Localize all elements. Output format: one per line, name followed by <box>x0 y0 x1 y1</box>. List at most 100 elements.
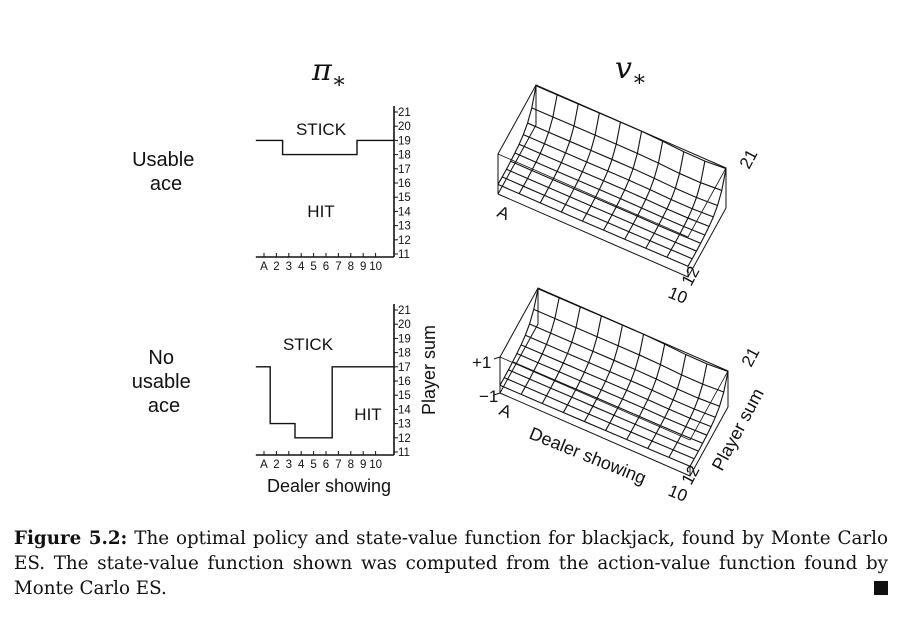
dealer-tick-label: A <box>260 459 268 471</box>
surface-grid-line <box>560 112 600 213</box>
dealer-tick-label: 5 <box>310 261 316 273</box>
dealer-tick-label: 4 <box>298 261 305 273</box>
surface-grid-line <box>531 107 722 191</box>
dealer-tick-label: 7 <box>335 459 341 471</box>
figure-5-2: π∗ v∗ Usable ace No usable ace STICK HIT… <box>132 51 768 506</box>
hit-label: HIT <box>354 405 381 424</box>
player-tick-label: 15 <box>398 390 411 402</box>
player-tick-label: 11 <box>398 249 410 261</box>
surface-grid-line <box>512 361 703 444</box>
player-tick-label: 20 <box>398 121 411 133</box>
surface-grid-line <box>504 377 695 460</box>
player-tick-label: 19 <box>398 333 411 345</box>
surface-grid-line <box>562 315 602 413</box>
player-tick-label: 21 <box>398 107 411 119</box>
end-of-figure-mark <box>874 581 888 595</box>
surface-grid-line <box>668 363 708 458</box>
surface-grid-line <box>529 323 720 407</box>
surface-grid-line <box>502 176 693 260</box>
surface-dealer-last-label: 10 <box>666 283 691 308</box>
dealer-tick-label: 6 <box>323 459 329 471</box>
surface-dealer-first-label: A <box>497 400 515 422</box>
surface-grid-line <box>514 152 706 236</box>
surface-grid-line <box>626 344 666 440</box>
surface-base-edge <box>497 193 727 278</box>
dealer-tick-label: 6 <box>323 261 329 273</box>
surface-player-last-label: 21 <box>738 344 764 370</box>
policy-title: π∗ <box>311 53 347 94</box>
surface-grid-line <box>647 354 687 449</box>
surface-player-last-label: 21 <box>736 146 762 172</box>
policy-boundary-line <box>255 139 394 156</box>
dealer-tick-label: 10 <box>369 459 382 471</box>
policy-panel-no-usable-ace: STICK HIT A 2 3 4 5 6 7 8 9 10 11 12 13 14 15 16 17 18 19 2… <box>255 304 411 471</box>
stick-label: STICK <box>296 120 347 139</box>
surface-grid-line <box>533 308 724 393</box>
surface-box-edge <box>499 288 539 394</box>
surface-z-top-label: +1 <box>472 353 491 372</box>
surface-grid-line <box>497 183 689 267</box>
player-tick-label: 21 <box>398 305 411 317</box>
surface-grid-line <box>527 122 718 207</box>
surface-grid-line <box>603 131 643 231</box>
surface-grid-line <box>541 306 581 404</box>
player-tick-label: 15 <box>398 192 411 204</box>
surface-box-edge <box>499 356 729 441</box>
player-tick-label: 16 <box>398 178 411 190</box>
hit-label: HIT <box>307 202 334 221</box>
player-tick-label: 17 <box>398 164 411 176</box>
surface-grid-line <box>520 297 560 395</box>
player-tick-label: 20 <box>398 319 411 331</box>
surface-grid-line <box>499 288 539 386</box>
player-tick-label: 13 <box>398 419 411 431</box>
policy-x-axis-label: Dealer showing <box>267 476 391 496</box>
surface-grid-line <box>687 168 727 267</box>
dealer-tick-label: A <box>260 261 268 273</box>
figure-caption: Figure 5.2: The optimal policy and state… <box>14 526 888 601</box>
value-title: v∗ <box>615 51 647 92</box>
surface-grid-line <box>689 371 729 467</box>
dealer-tick-label: 3 <box>286 459 292 471</box>
row-label-no-usable-ace: No usable ace <box>132 347 197 417</box>
surface-grid-line <box>624 141 664 240</box>
surface-grid-line <box>525 334 716 418</box>
surface-grid-line <box>535 85 727 170</box>
player-tick-label: 14 <box>398 206 411 218</box>
dealer-tick-label: 2 <box>273 459 279 471</box>
player-tick-label: 11 <box>398 447 410 459</box>
surface-grid-line <box>581 121 621 222</box>
surface-grid-line <box>499 384 691 467</box>
surface-grid-line <box>516 353 708 436</box>
stick-label: STICK <box>283 335 334 354</box>
value-surface-usable-ace: A 10 12 21 <box>495 84 762 308</box>
dealer-tick-label: 10 <box>369 261 382 273</box>
surface-grid-line <box>518 143 710 227</box>
surface-z-tick <box>493 392 501 396</box>
surface-grid-line <box>506 168 697 252</box>
surface-z-bottom-label: −1 <box>479 387 498 406</box>
surface-z-tick <box>493 356 501 360</box>
surface-grid-line <box>537 288 729 373</box>
surface-grid-line <box>520 344 712 428</box>
value-surface-no-usable-ace: +1 −1 A 10 12 21 Dealer showing Player s… <box>472 287 768 506</box>
dealer-tick-label: 3 <box>286 261 292 273</box>
player-tick-label: 12 <box>398 235 411 247</box>
player-tick-label: 17 <box>398 362 411 374</box>
surface-grid-line <box>605 334 645 431</box>
surface-dealer-last-label: 10 <box>666 481 691 506</box>
policy-panel-usable-ace: STICK HIT A 2 3 4 5 6 7 8 9 10 11 12 13 14 15 16 17 18 19 2… <box>255 106 411 273</box>
surface-y-axis-label: Player sum <box>708 385 768 474</box>
dealer-tick-label: 8 <box>348 459 354 471</box>
surface-grid-line <box>508 369 699 452</box>
dealer-tick-label: 5 <box>310 459 316 471</box>
player-tick-label: 12 <box>398 433 411 445</box>
surface-box-edge <box>497 153 727 238</box>
policy-y-axis-label: Player sum <box>419 325 439 415</box>
dealer-tick-label: 8 <box>348 261 354 273</box>
surface-grid-line <box>666 160 706 258</box>
dealer-tick-label: 4 <box>298 459 305 471</box>
row-label-usable-ace: Usable ace <box>132 149 200 195</box>
surface-grid-line <box>497 85 537 185</box>
surface-player-first-label: 12 <box>678 263 704 289</box>
player-tick-label: 13 <box>398 221 411 233</box>
